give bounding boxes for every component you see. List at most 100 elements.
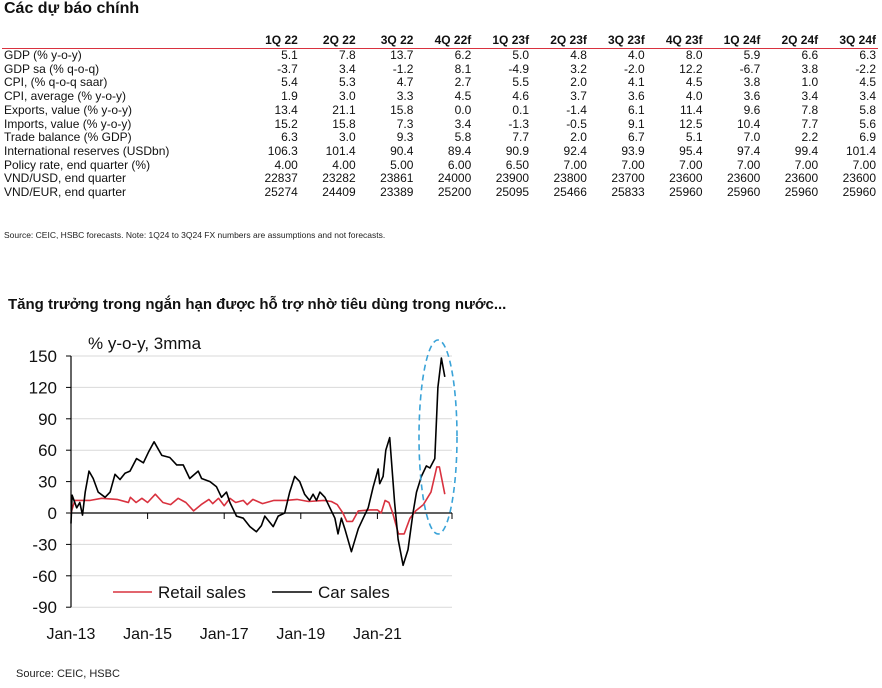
table-cell: 7.00: [852, 157, 876, 172]
table-cell: 7.00: [563, 157, 587, 172]
table-cell: 3.8: [801, 61, 819, 76]
table-cell: 6.3: [281, 130, 298, 145]
row-label: VND/USD, end quarter: [4, 171, 127, 186]
table-cell: 0.0: [454, 102, 472, 117]
table-cell: 5.1: [281, 48, 298, 62]
table-cell: 15.2: [274, 116, 298, 131]
table-cell: 10.4: [736, 116, 761, 131]
row-label: GDP sa (% q-o-q): [4, 61, 100, 76]
table-cell: 4.00: [332, 157, 356, 172]
table-cell: 11.4: [680, 102, 703, 117]
table-cell: 6.2: [454, 48, 472, 62]
row-label: CPI, (% q-o-q saar): [4, 75, 108, 90]
table-row: CPI, (% q-o-q saar) 5.4 5.3 4.7 2.7 5.5 2.0 4.1…: [2, 76, 878, 90]
table-cell: 4.7: [396, 75, 414, 90]
y-tick-label: 90: [38, 410, 57, 429]
table-cell: 9.6: [743, 102, 761, 117]
column-header: 4Q 23f: [646, 33, 705, 49]
table-cell: 15.8: [390, 102, 414, 117]
table-cell: 4.0: [628, 48, 645, 62]
row-label: GDP (% y-o-y): [4, 48, 82, 62]
y-tick-label: -30: [32, 535, 57, 554]
table-cell: 7.00: [621, 157, 645, 172]
table-cell: 3.6: [628, 89, 645, 104]
table-cell: 4.5: [859, 75, 876, 90]
table-row: VND/EUR, end quarter 25274 24409 23389 25200…: [2, 185, 878, 200]
table-cell: 6.00: [447, 157, 472, 172]
table-cell: 101.4: [325, 143, 356, 158]
table-cell: 3.4: [454, 116, 472, 131]
x-tick-label: Jan-13: [47, 626, 96, 643]
legend-label-car-sales: Car sales: [318, 583, 390, 602]
table-cell: 6.9: [859, 130, 876, 145]
column-header: 2Q 24f: [762, 33, 821, 49]
table-row: International reserves (USDbn) 106.3 101.4…: [2, 143, 878, 159]
column-header: 1Q 22: [242, 33, 300, 49]
table-cell: 3.4: [338, 61, 356, 76]
row-label: CPI, average (% y-o-y): [4, 89, 127, 104]
table-cell: 2.0: [570, 75, 587, 90]
table-cell: 25274: [264, 185, 298, 200]
row-label: International reserves (USDbn): [4, 143, 170, 158]
table-cell: 5.1: [685, 130, 703, 145]
chart-title: Tăng trưởng trong ngắn hạn được hỗ trợ n…: [8, 296, 507, 313]
table-cell: 8.1: [454, 61, 472, 76]
table-cell: 7.00: [679, 157, 703, 172]
table-row: VND/USD, end quarter 22837 23282 23861 24000…: [2, 172, 878, 186]
table-cell: 5.4: [281, 75, 298, 90]
table-cell: 4.5: [685, 75, 703, 90]
table-cell: 4.1: [628, 75, 645, 90]
legend-label-retail-sales: Retail sales: [158, 583, 246, 602]
row-label: Exports, value (% y-o-y): [4, 102, 133, 117]
table-cell: 6.1: [628, 102, 645, 117]
table-cell: 9.1: [628, 116, 645, 131]
section-title-forecasts: Các dự báo chính: [4, 0, 140, 17]
table-cell: 106.3: [267, 143, 298, 158]
table-cell: 25466: [553, 185, 587, 200]
column-header: 3Q 24f: [820, 33, 878, 49]
table-cell: 7.7: [801, 116, 819, 131]
table-cell: 1.0: [801, 75, 819, 90]
table-row: GDP sa (% q-o-q) -3.7 3.4 -1.2 8.1 -4.9 3.2 -2.…: [2, 61, 878, 77]
table-cell: 7.8: [801, 102, 819, 117]
table-cell: 23900: [495, 171, 530, 186]
x-tick-label: Jan-21: [353, 626, 402, 643]
table-cell: 90.4: [390, 143, 414, 158]
table-cell: 21.1: [332, 102, 356, 117]
table-cell: 1.9: [281, 89, 298, 104]
table-cell: 23700: [611, 171, 645, 186]
y-tick-label: 60: [38, 441, 57, 460]
table-cell: 2.0: [570, 130, 587, 145]
table-cell: 6.3: [859, 48, 876, 62]
table-cell: -1.4: [566, 102, 587, 117]
table-cell: 4.5: [454, 89, 472, 104]
table-cell: 25960: [784, 185, 819, 200]
table-cell: 23600: [669, 171, 703, 186]
table-row: GDP (% y-o-y) 5.1 7.8 13.7 6.2 5.0 4.8 4.0 8.0 5.…: [2, 48, 878, 63]
table-cell: 22837: [264, 171, 298, 186]
table-cell: 23600: [726, 171, 761, 186]
table-source-note: Source: CEIC, HSBC forecasts. Note: 1Q24…: [4, 230, 386, 240]
table-cell: 92.4: [563, 143, 587, 158]
retail-sales-line: [70, 466, 446, 535]
table-cell: 3.0: [338, 130, 356, 145]
table-cell: 5.00: [390, 157, 414, 172]
row-label: Imports, value (% y-o-y): [4, 116, 132, 131]
table-cell: 93.9: [621, 143, 645, 158]
table-cell: -2.2: [855, 61, 876, 76]
table-cell: 3.4: [801, 89, 819, 104]
table-cell: 23389: [380, 185, 414, 200]
table-cell: 101.4: [845, 143, 876, 158]
table-cell: 8.0: [685, 48, 703, 62]
table-cell: 0.1: [512, 102, 530, 117]
table-cell: 4.8: [570, 48, 587, 62]
table-cell: 23282: [322, 171, 356, 186]
y-tick-label: -90: [32, 598, 57, 617]
table-cell: 3.0: [338, 89, 356, 104]
table-cell: -4.9: [508, 61, 530, 76]
header-blank: [2, 33, 242, 49]
table-cell: 99.4: [794, 143, 819, 158]
table-cell: 23600: [784, 171, 819, 186]
table-cell: 7.00: [736, 157, 761, 172]
table-cell: 3.2: [570, 61, 587, 76]
